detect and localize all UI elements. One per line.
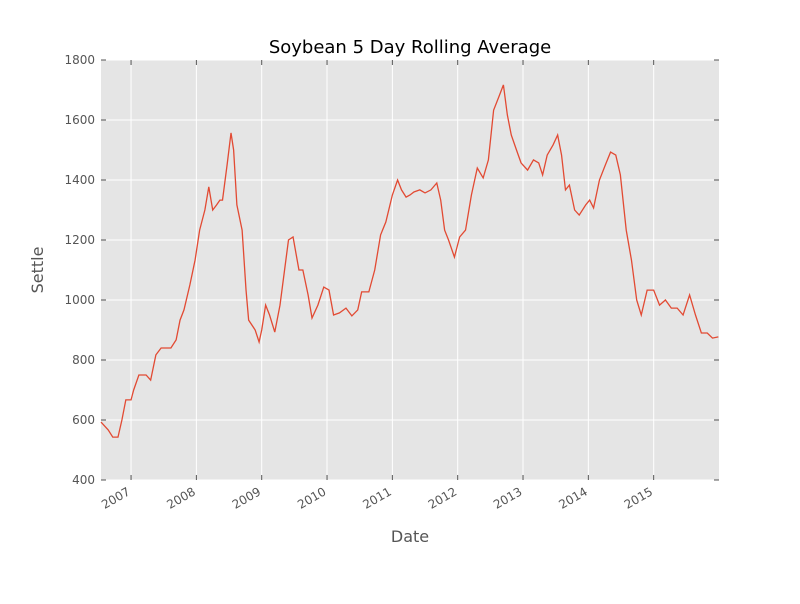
y-tick-label: 1400 <box>64 173 95 187</box>
x-tick-label: 2014 <box>556 484 589 511</box>
y-tick-label: 600 <box>72 413 95 427</box>
y-tick-label: 1000 <box>64 293 95 307</box>
x-tick-label: 2008 <box>164 484 197 511</box>
x-axis-label: Date <box>391 527 429 546</box>
y-tick-label: 1600 <box>64 113 95 127</box>
y-tick-label: 1800 <box>64 53 95 67</box>
x-tick-label: 2011 <box>360 484 393 511</box>
y-tick-label: 800 <box>72 353 95 367</box>
x-tick-label: 2015 <box>622 484 655 511</box>
x-tick-label: 2010 <box>295 484 328 511</box>
y-tick-label: 400 <box>72 473 95 487</box>
x-tick-label: 2009 <box>230 484 263 511</box>
plot-area <box>101 60 719 480</box>
x-tick-label: 2012 <box>426 484 459 511</box>
x-tick-label: 2007 <box>99 484 132 511</box>
y-axis-label: Settle <box>28 247 47 294</box>
x-tick-label: 2013 <box>491 484 524 511</box>
y-tick-label: 1200 <box>64 233 95 247</box>
chart-title: Soybean 5 Day Rolling Average <box>269 37 551 58</box>
data-line <box>100 84 719 438</box>
